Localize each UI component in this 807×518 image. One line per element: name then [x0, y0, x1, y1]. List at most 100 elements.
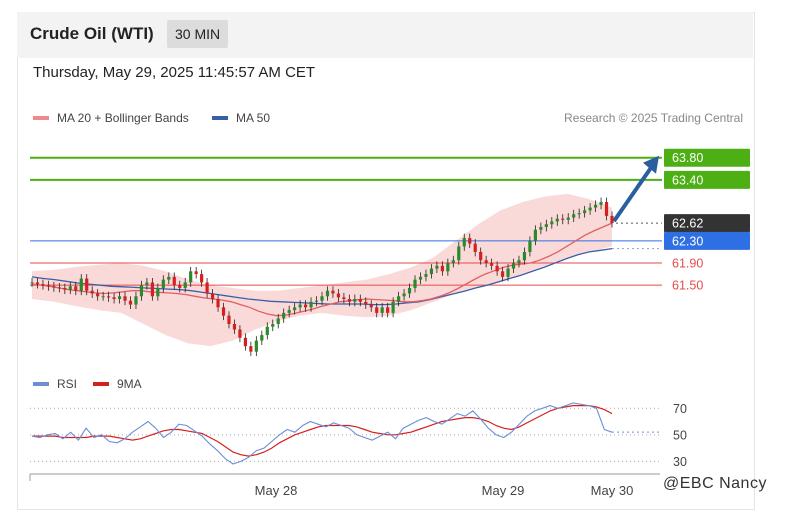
candle-body [599, 202, 603, 205]
candle-body [610, 215, 614, 224]
legend-rsi: RSI [33, 377, 77, 391]
timeframe-badge[interactable]: 30 MIN [167, 20, 229, 48]
candle-body [522, 251, 527, 261]
legend-ma50-label: MA 50 [236, 111, 271, 125]
candle-body [429, 268, 434, 275]
rsi-line [31, 402, 613, 465]
legend-ma20-swatch [33, 116, 49, 120]
research-credit: Research © 2025 Trading Central [564, 111, 743, 125]
legend-ma50: MA 50 [212, 111, 270, 125]
candle-body [123, 296, 127, 301]
candle-body [46, 285, 51, 287]
candle-body [484, 260, 488, 264]
candle-body [221, 307, 226, 316]
candle-body [238, 329, 242, 338]
candle-body [380, 307, 384, 313]
candle-body [583, 210, 587, 214]
candle-body [232, 323, 237, 330]
legend-ma20: MA 20 + Bollinger Bands [33, 111, 189, 125]
candle-body [347, 299, 351, 302]
candle-body [544, 224, 548, 227]
forecast-arrow-head [643, 155, 659, 174]
bollinger-band [32, 193, 612, 347]
rsi-tick-50: 50 [673, 428, 687, 442]
level-label-61.90: 61.90 [672, 257, 703, 271]
level-badge-62.30 [664, 231, 750, 250]
candle-body [243, 337, 247, 347]
candle-body [479, 251, 483, 261]
candle-body [325, 290, 330, 297]
candle-body [117, 296, 122, 300]
rsi-tick-70: 70 [673, 402, 687, 416]
candle-body [205, 282, 209, 294]
candle-body [506, 268, 510, 277]
candle-body [189, 271, 193, 283]
candle-body [353, 299, 357, 302]
legend-9ma-swatch [93, 382, 109, 386]
legend-ma20-label: MA 20 + Bollinger Bands [57, 111, 189, 125]
candle-body [517, 260, 521, 264]
candle-body [500, 271, 505, 277]
candle-body [577, 213, 581, 215]
candle-body [572, 214, 576, 218]
candle-body [265, 326, 269, 336]
candle-body [418, 276, 423, 280]
legend-ma50-swatch [212, 116, 228, 120]
candle-body [566, 217, 570, 220]
candle-body [402, 293, 406, 297]
candle-body [391, 301, 395, 313]
candle-body [85, 278, 89, 291]
candle-body [271, 323, 275, 327]
candle-body [134, 296, 138, 305]
candle-body [79, 278, 83, 291]
candle-body [298, 304, 302, 308]
candle-body [145, 282, 149, 286]
candle-body [52, 286, 56, 288]
page-title: Crude Oil (WTI) [30, 24, 154, 43]
candle-body [561, 218, 565, 220]
rsi-tick-30: 30 [673, 455, 687, 469]
candle-body [495, 265, 499, 272]
candle-body [468, 238, 472, 244]
candle-body [424, 274, 428, 277]
candle-body [63, 287, 67, 290]
level-label-62.30: 62.30 [672, 234, 703, 248]
level-badge-63.40 [664, 170, 750, 189]
candle-body [490, 263, 494, 266]
candle-body [407, 287, 412, 294]
title-bar [17, 12, 753, 58]
candle-body [446, 263, 450, 272]
candle-body [533, 229, 537, 241]
candle-body [369, 304, 373, 308]
candle-body [254, 340, 258, 352]
level-label-63.40: 63.40 [672, 173, 703, 187]
candle-body [90, 290, 94, 294]
candle-body [550, 221, 554, 225]
candle-body [249, 346, 253, 352]
candle-body [101, 296, 105, 298]
candle-body [260, 335, 264, 341]
candle-body [440, 265, 444, 272]
candle-body [156, 287, 160, 297]
candle-body [41, 284, 45, 286]
candle-body [227, 315, 231, 324]
candle-body [314, 300, 319, 302]
timestamp: Thursday, May 29, 2025 11:45:57 AM CET [33, 64, 316, 81]
candle-body [593, 204, 598, 208]
candle-body [178, 285, 182, 288]
candle-body [386, 307, 390, 313]
candle-body [604, 202, 609, 216]
x-tick-label: May 29 [482, 483, 525, 498]
x-tick-label: May 30 [591, 483, 634, 498]
candle-body [364, 301, 368, 305]
candle-body [167, 276, 171, 280]
candle-body [128, 300, 133, 305]
candle-body [375, 307, 379, 313]
legend-rsi-label: RSI [57, 377, 78, 391]
rsi-ma-line [32, 405, 613, 457]
legend-rsi-swatch [33, 382, 49, 386]
ma20-line [31, 222, 613, 317]
candle-body [150, 282, 154, 297]
candle-body [473, 243, 477, 252]
